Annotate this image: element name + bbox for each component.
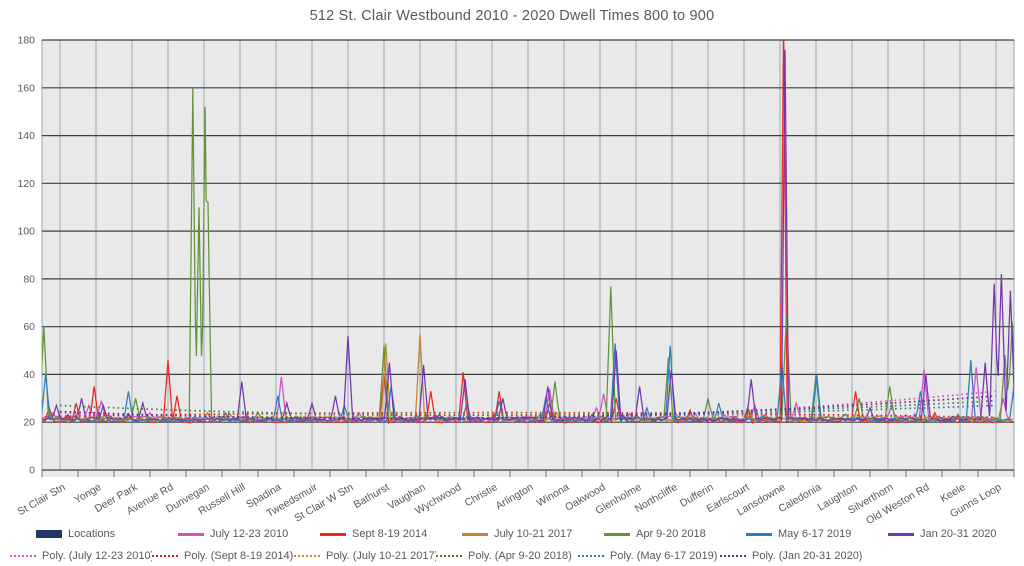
legend-item-2017: July 10-21 2017 (462, 528, 604, 540)
legend-item-2019: May 6-17 2019 (746, 528, 888, 540)
legend-row-series: Locations July 12-23 2010 Sept 8-19 2014… (36, 528, 1024, 540)
legend-label: Poly. (Sept 8-19 2014) (184, 550, 294, 562)
svg-text:120: 120 (17, 178, 35, 190)
svg-text:20: 20 (23, 417, 35, 429)
dotted-swatch-icon (720, 555, 746, 557)
svg-text:Bathurst: Bathurst (352, 481, 392, 511)
legend-label: Poly. (Jan 20-31 2020) (752, 550, 862, 562)
legend-label: Jan 20-31 2020 (920, 528, 997, 540)
chart-title: 512 St. Clair Westbound 2010 - 2020 Dwel… (309, 8, 715, 24)
svg-text:Old Weston Rd: Old Weston Rd (864, 481, 932, 527)
legend-label: Poly. (July 12-23 2010) (42, 550, 152, 562)
legend-label: July 12-23 2010 (210, 528, 289, 540)
svg-text:180: 180 (17, 35, 35, 47)
legend-item-2010: July 12-23 2010 (178, 528, 320, 540)
svg-text:140: 140 (17, 130, 35, 142)
legend-item-poly-2018: Poly. (Apr 9-20 2018) (436, 550, 578, 562)
legend-item-poly-2020: Poly. (Jan 20-31 2020) (720, 550, 862, 562)
svg-text:St Clair Stn: St Clair Stn (16, 481, 68, 518)
svg-text:80: 80 (23, 273, 35, 285)
legend-label: May 6-17 2019 (778, 528, 852, 540)
line-swatch-icon (462, 532, 488, 536)
dotted-swatch-icon (436, 555, 462, 557)
legend-item-2020: Jan 20-31 2020 (888, 528, 1024, 540)
legend-label: Locations (68, 528, 116, 540)
svg-text:0: 0 (29, 465, 35, 477)
legend-item-locations: Locations (36, 528, 178, 540)
legend-item-poly-2014: Poly. (Sept 8-19 2014) (152, 550, 294, 562)
svg-text:160: 160 (17, 82, 35, 94)
dotted-swatch-icon (294, 555, 320, 557)
legend-item-poly-2019: Poly. (May 6-17 2019) (578, 550, 720, 562)
svg-text:Christie: Christie (463, 481, 500, 509)
legend-row-poly: Poly. (July 12-23 2010) Poly. (Sept 8-19… (10, 550, 862, 562)
line-swatch-icon (320, 532, 346, 536)
line-swatch-icon (178, 532, 204, 536)
line-swatch-icon (604, 532, 630, 536)
legend-item-poly-2010: Poly. (July 12-23 2010) (10, 550, 152, 562)
legend-label: Poly. (May 6-17 2019) (610, 550, 718, 562)
locations-swatch-icon (36, 530, 62, 538)
legend-label: Poly. (Apr 9-20 2018) (468, 550, 572, 562)
svg-text:60: 60 (23, 321, 35, 333)
legend-label: Poly. (July 10-21 2017) (326, 550, 436, 562)
legend-label: Apr 9-20 2018 (636, 528, 706, 540)
dotted-swatch-icon (578, 555, 604, 557)
svg-text:Arlington: Arlington (494, 481, 536, 512)
svg-text:100: 100 (17, 226, 35, 238)
line-swatch-icon (746, 532, 772, 536)
legend-item-poly-2017: Poly. (July 10-21 2017) (294, 550, 436, 562)
svg-text:40: 40 (23, 369, 35, 381)
line-swatch-icon (888, 532, 914, 536)
dotted-swatch-icon (152, 555, 178, 557)
legend-label: Sept 8-19 2014 (352, 528, 428, 540)
legend-item-2018: Apr 9-20 2018 (604, 528, 746, 540)
legend-item-2014: Sept 8-19 2014 (320, 528, 462, 540)
dotted-swatch-icon (10, 555, 36, 557)
legend-label: July 10-21 2017 (494, 528, 573, 540)
